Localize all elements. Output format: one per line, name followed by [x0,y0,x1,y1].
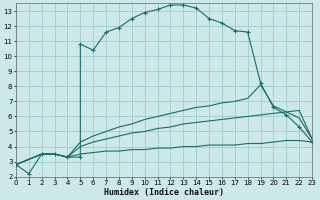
X-axis label: Humidex (Indice chaleur): Humidex (Indice chaleur) [104,188,224,197]
